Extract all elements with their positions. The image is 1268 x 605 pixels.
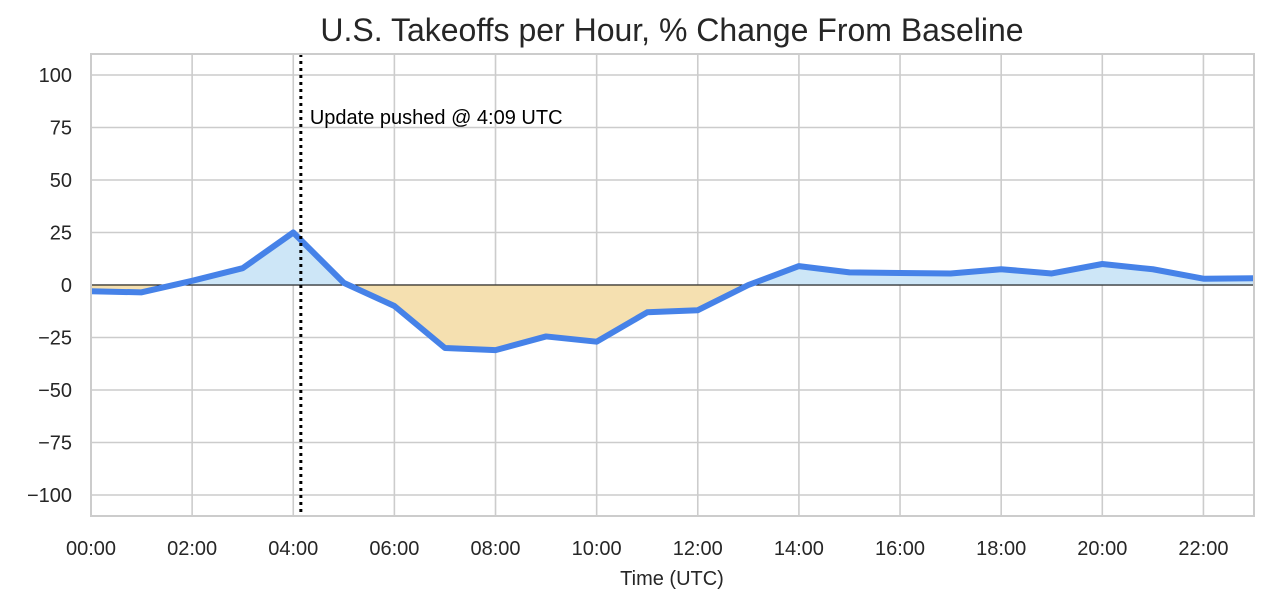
x-tick-label: 18:00 — [976, 538, 1026, 560]
plot-frame — [90, 53, 1255, 517]
update-annotation-label: Update pushed @ 4:09 UTC — [310, 107, 563, 129]
y-tick-label: −75 — [38, 433, 72, 455]
x-tick-label: 22:00 — [1178, 538, 1228, 560]
x-tick-label: 20:00 — [1077, 538, 1127, 560]
y-tick-label: 50 — [50, 170, 72, 192]
y-tick-label: −50 — [38, 380, 72, 402]
series-line — [90, 229, 1255, 354]
y-tick-label: 100 — [39, 65, 72, 87]
x-tick-label: 16:00 — [875, 538, 925, 560]
series-layer — [90, 229, 1255, 354]
chart-title: U.S. Takeoffs per Hour, % Change From Ba… — [320, 12, 1023, 48]
x-tick-label: 12:00 — [673, 538, 723, 560]
x-tick-label: 02:00 — [167, 538, 217, 560]
y-tick-label: −100 — [27, 485, 72, 507]
x-tick-label: 14:00 — [774, 538, 824, 560]
annotation-layer: Update pushed @ 4:09 UTC — [299, 54, 563, 516]
y-tick-label: 25 — [50, 223, 72, 245]
y-tick-label: 0 — [61, 275, 72, 297]
negative-area-fill — [348, 285, 749, 351]
x-axis-label: Time (UTC) — [620, 568, 724, 590]
x-tick-label: 10:00 — [572, 538, 622, 560]
y-ticks: 100 75 50 25 0 −25 −50 −75 −100 — [27, 65, 72, 507]
x-tick-label: 08:00 — [470, 538, 520, 560]
x-tick-label: 00:00 — [66, 538, 116, 560]
x-ticks: 00:00 02:00 04:00 06:00 08:00 10:00 12:00 14:00… — [66, 538, 1228, 560]
y-tick-label: 75 — [50, 118, 72, 140]
y-tick-label: −25 — [38, 328, 72, 350]
x-tick-label: 04:00 — [268, 538, 318, 560]
x-tick-label: 06:00 — [369, 538, 419, 560]
